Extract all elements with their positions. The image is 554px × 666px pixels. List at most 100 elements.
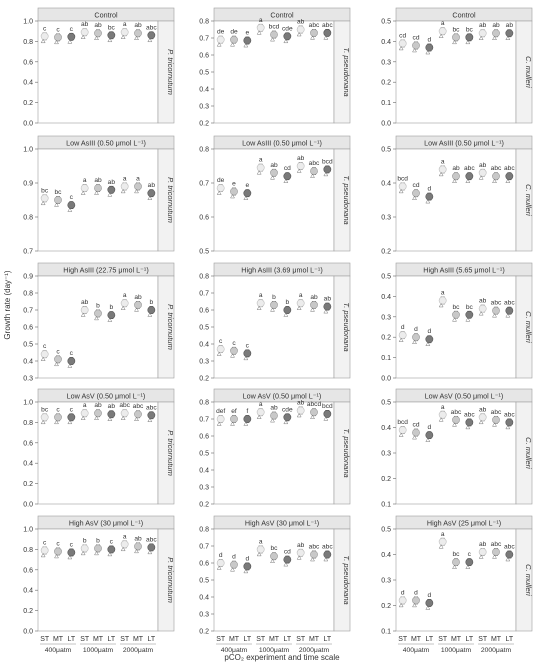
species-strip: [515, 148, 533, 252]
significance-letter: d: [414, 326, 418, 333]
replicate-marker: [40, 552, 46, 558]
co2-group-label: 400μatm: [45, 647, 72, 654]
y-tick-label: 0.5: [199, 249, 209, 256]
mean-point: [412, 428, 420, 437]
significance-letter: def: [216, 408, 225, 415]
y-tick-label: 0.8: [23, 547, 33, 554]
replicate-marker: [438, 544, 444, 549]
plot-area: [395, 275, 517, 379]
mean-point: [67, 548, 76, 557]
significance-letter: ab: [94, 177, 102, 184]
y-tick-label: 0.0: [381, 121, 391, 128]
mean-point: [323, 409, 332, 418]
y-tick-label: 0.2: [23, 608, 33, 615]
significance-letter: a: [83, 177, 87, 184]
significance-letter: a: [123, 21, 127, 28]
y-tick-label: 0.7: [23, 249, 33, 256]
significance-letter: cd: [413, 34, 420, 41]
mean-point: [94, 184, 102, 192]
significance-letter: c: [56, 348, 60, 355]
mean-point: [310, 167, 318, 175]
significance-letter: ef: [231, 408, 237, 415]
significance-letter: ab: [492, 22, 500, 29]
co2-group-label: 1000μatm: [83, 647, 114, 654]
mean-point: [54, 413, 62, 422]
significance-letter: a: [259, 292, 263, 299]
replicate-marker: [54, 202, 59, 207]
y-tick-label: 0.6: [199, 561, 209, 568]
y-tick-label: 0.6: [23, 440, 33, 447]
x-time-label: LT: [68, 636, 76, 643]
mean-point: [107, 31, 116, 40]
mean-point: [256, 163, 265, 172]
significance-letter: abc: [491, 165, 502, 172]
species-strip: [515, 20, 533, 124]
replicate-marker: [120, 415, 126, 420]
replicate-marker: [452, 317, 457, 322]
significance-letter: de: [217, 177, 225, 184]
mean-point: [134, 542, 142, 551]
significance-letter: abc: [146, 536, 157, 543]
plot-area: [213, 148, 335, 252]
mean-point: [283, 555, 292, 564]
species-strip: [333, 275, 351, 379]
species-label: C. mulleri: [524, 564, 533, 596]
mean-point: [283, 306, 292, 314]
mean-point: [478, 29, 487, 38]
replicate-marker: [478, 554, 484, 559]
significance-letter: bc: [453, 551, 461, 558]
replicate-marker: [310, 173, 315, 178]
x-time-label: ST: [296, 636, 306, 643]
mean-point: [80, 306, 89, 314]
replicate-marker: [492, 313, 497, 318]
species-label: C. mulleri: [524, 184, 533, 216]
y-tick-label: 0.6: [199, 53, 209, 60]
mean-point: [54, 196, 62, 204]
mean-point: [80, 544, 89, 553]
significance-letter: ab: [297, 155, 305, 162]
replicate-marker: [296, 31, 302, 37]
mean-point: [147, 543, 156, 552]
mean-point: [465, 558, 474, 567]
significance-letter: d: [427, 424, 431, 431]
significance-letter: d: [427, 37, 431, 44]
significance-letter: b: [109, 304, 113, 311]
panel-2-3: Low AsIII (0.50 μmol L⁻¹) C. mulleri 0.2 0.…: [381, 135, 533, 256]
y-tick-label: 0.7: [199, 291, 209, 298]
replicate-marker: [243, 568, 249, 574]
mean-point: [398, 426, 407, 434]
replicate-marker: [120, 305, 126, 310]
significance-letter: c: [110, 538, 114, 545]
significance-letter: d: [219, 552, 223, 559]
replicate-marker: [296, 168, 302, 173]
y-tick-label: 0.2: [381, 80, 391, 87]
replicate-marker: [230, 421, 235, 426]
significance-letter: a: [259, 538, 263, 545]
replicate-marker: [256, 414, 262, 419]
y-tick-label: 0.4: [381, 294, 391, 301]
mean-point: [120, 409, 129, 418]
y-tick-label: 0.6: [199, 308, 209, 315]
mean-point: [67, 201, 76, 209]
replicate-marker: [492, 178, 497, 183]
replicate-marker: [243, 355, 249, 361]
mean-point: [40, 413, 49, 422]
replicate-marker: [243, 195, 249, 200]
significance-letter: c: [56, 406, 60, 413]
significance-letter: abc: [119, 402, 130, 409]
replicate-marker: [492, 422, 497, 427]
replicate-marker: [425, 199, 431, 204]
mean-point: [120, 182, 129, 191]
significance-letter: bcd: [269, 24, 280, 31]
replicate-marker: [94, 415, 99, 420]
significance-letter: d: [427, 592, 431, 599]
mean-point: [296, 25, 305, 34]
significance-letter: cd: [399, 32, 406, 39]
replicate-marker: [256, 170, 262, 175]
mean-point: [505, 306, 514, 315]
mean-point: [40, 546, 49, 555]
species-label: C. mulleri: [524, 437, 533, 469]
mean-point: [67, 357, 76, 365]
significance-letter: a: [123, 533, 127, 540]
replicate-marker: [216, 351, 222, 356]
